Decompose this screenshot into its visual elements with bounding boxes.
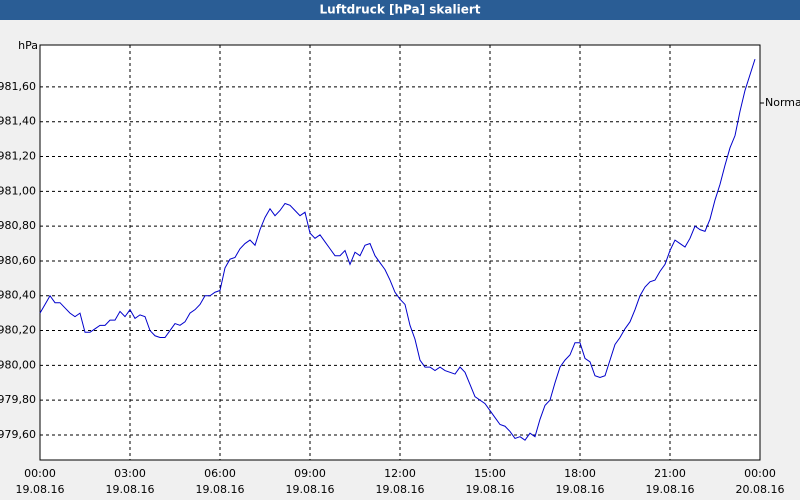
x-tick-label: 06:00	[204, 467, 236, 480]
title-bar	[0, 0, 800, 20]
y-unit: hPa	[18, 39, 38, 52]
y-tick-label: 980,20	[0, 324, 36, 337]
y-tick-label: 981,60	[0, 80, 36, 93]
x-tick-label: 00:00	[744, 467, 776, 480]
x-tick-label: 15:00	[474, 467, 506, 480]
y-tick-label: 980,80	[0, 219, 36, 232]
x-tick-date: 19.08.16	[556, 483, 605, 496]
y-tick-label: 980,00	[0, 358, 36, 371]
x-tick-label: 21:00	[654, 467, 686, 480]
x-tick-date: 20.08.16	[736, 483, 785, 496]
chart-title: Luftdruck [hPa] skaliert	[320, 3, 481, 17]
x-tick-date: 19.08.16	[646, 483, 695, 496]
x-tick-date: 19.08.16	[376, 483, 425, 496]
y-tick-label: 980,60	[0, 254, 36, 267]
y-tick-label: 981,40	[0, 115, 36, 128]
x-tick-label: 18:00	[564, 467, 596, 480]
y-tick-label: 981,20	[0, 150, 36, 163]
y-tick-label: 979,60	[0, 428, 36, 441]
y-tick-label: 980,40	[0, 289, 36, 302]
legend-entry: Normal	[765, 96, 800, 109]
y-tick-label: 979,80	[0, 393, 36, 406]
x-tick-label: 12:00	[384, 467, 416, 480]
x-tick-date: 19.08.16	[196, 483, 245, 496]
x-tick-label: 09:00	[294, 467, 326, 480]
plot-area	[40, 45, 760, 460]
x-tick-label: 00:00	[24, 467, 56, 480]
x-tick-date: 19.08.16	[466, 483, 515, 496]
x-tick-date: 19.08.16	[16, 483, 65, 496]
x-tick-label: 03:00	[114, 467, 146, 480]
plot-border	[39, 44, 761, 461]
y-tick-label: 981,00	[0, 184, 36, 197]
x-tick-date: 19.08.16	[106, 483, 155, 496]
data-line	[39, 58, 756, 441]
x-tick-date: 19.08.16	[286, 483, 335, 496]
